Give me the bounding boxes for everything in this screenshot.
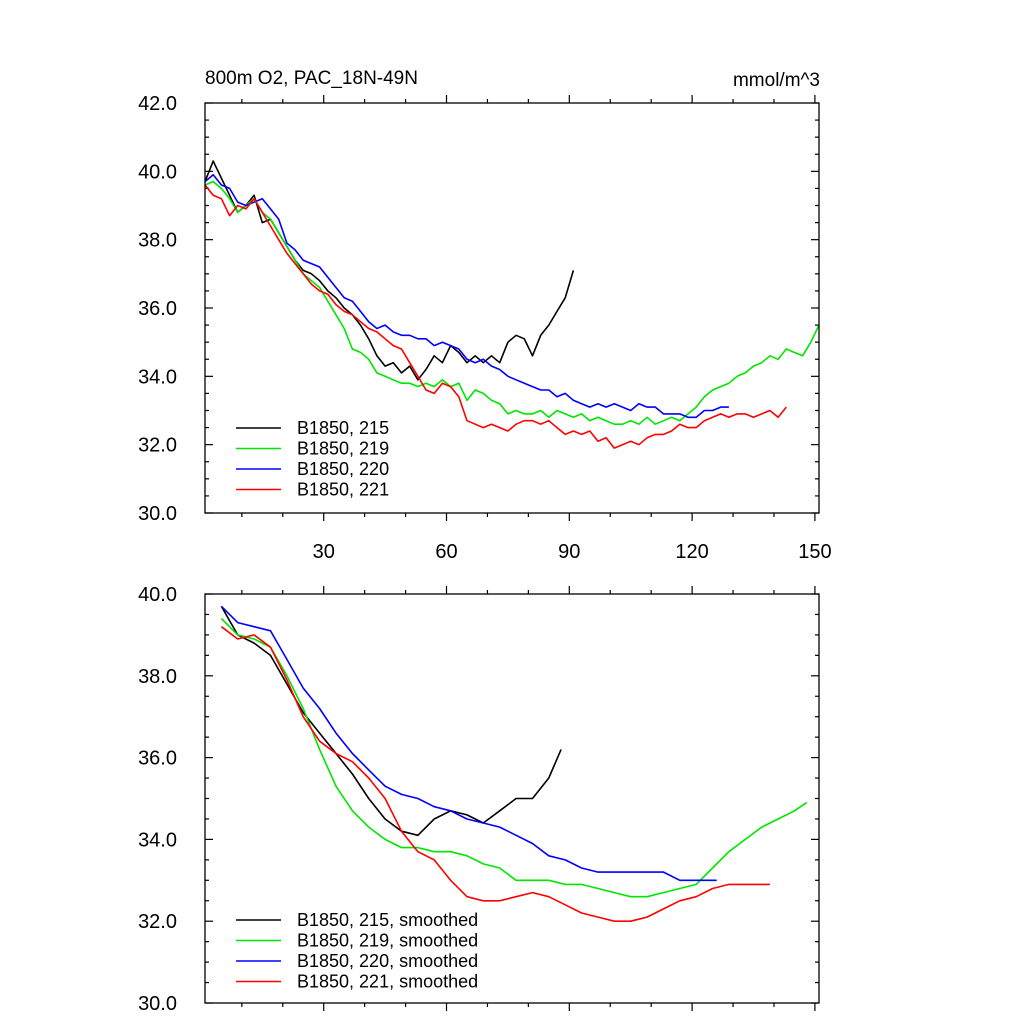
bottom-panel-frame bbox=[204, 593, 820, 1004]
legend-label-1: B1850, 215 bbox=[297, 418, 389, 438]
x-tick-label: 60 bbox=[435, 541, 457, 563]
y-tick-label: 30.0 bbox=[138, 503, 177, 525]
series-line-2 bbox=[220, 617, 808, 898]
legend-label-3: B1850, 220, smoothed bbox=[297, 951, 478, 971]
legend-label-4: B1850, 221, smoothed bbox=[297, 972, 478, 992]
y-tick-label: 36.0 bbox=[138, 298, 177, 320]
series-line-2 bbox=[204, 180, 820, 426]
y-tick-label: 34.0 bbox=[138, 366, 177, 388]
top-panel-x-tick-labels: 30 60 90 120 150 bbox=[313, 541, 832, 563]
y-tick-label: 34.0 bbox=[138, 829, 177, 851]
bottom-panel-y-tick-labels: 30.0 32.0 34.0 36.0 38.0 40.0 bbox=[138, 584, 177, 1015]
top-panel-units: mmol/m^3 bbox=[733, 70, 820, 91]
y-tick-label: 32.0 bbox=[138, 435, 177, 457]
bottom-panel-ticks bbox=[205, 586, 819, 1011]
x-tick-label: 150 bbox=[798, 541, 831, 563]
top-panel-frame bbox=[204, 102, 820, 514]
top-panel-y-tick-labels: 30.0 32.0 34.0 36.0 38.0 40.0 42.0 bbox=[138, 93, 177, 525]
y-tick-label: 36.0 bbox=[138, 748, 177, 770]
series-line-1 bbox=[220, 605, 562, 837]
bottom-panel: 30.0 32.0 34.0 36.0 38.0 40.0 B1850, 215, smo… bbox=[138, 584, 820, 1015]
top-panel-title: 800m O2, PAC_18N-49N bbox=[205, 68, 418, 89]
y-tick-label: 38.0 bbox=[138, 230, 177, 252]
legend-label-4: B1850, 221 bbox=[297, 480, 389, 500]
y-tick-label: 38.0 bbox=[138, 666, 177, 688]
y-tick-label: 30.0 bbox=[138, 993, 177, 1015]
series-line-1 bbox=[204, 160, 575, 381]
y-tick-label: 40.0 bbox=[138, 584, 177, 606]
legend-label-1: B1850, 215, smoothed bbox=[297, 910, 478, 930]
series-line-3 bbox=[220, 605, 717, 882]
series-line-4 bbox=[204, 184, 787, 449]
bottom-panel-series bbox=[220, 605, 808, 923]
x-tick-label: 120 bbox=[675, 541, 708, 563]
x-tick-label: 30 bbox=[313, 541, 335, 563]
x-tick-label: 90 bbox=[558, 541, 580, 563]
series-line-4 bbox=[220, 626, 770, 923]
y-tick-label: 40.0 bbox=[138, 161, 177, 183]
series-line-3 bbox=[204, 174, 729, 419]
legend-label-3: B1850, 220 bbox=[297, 459, 389, 479]
legend-label-2: B1850, 219 bbox=[297, 439, 389, 459]
y-tick-label: 42.0 bbox=[138, 93, 177, 115]
y-tick-label: 32.0 bbox=[138, 911, 177, 933]
top-panel-series bbox=[204, 160, 820, 449]
legend-label-2: B1850, 219, smoothed bbox=[297, 931, 478, 951]
top-panel: 800m O2, PAC_18N-49N mmol/m^3 30.0 32.0 34… bbox=[138, 68, 832, 563]
